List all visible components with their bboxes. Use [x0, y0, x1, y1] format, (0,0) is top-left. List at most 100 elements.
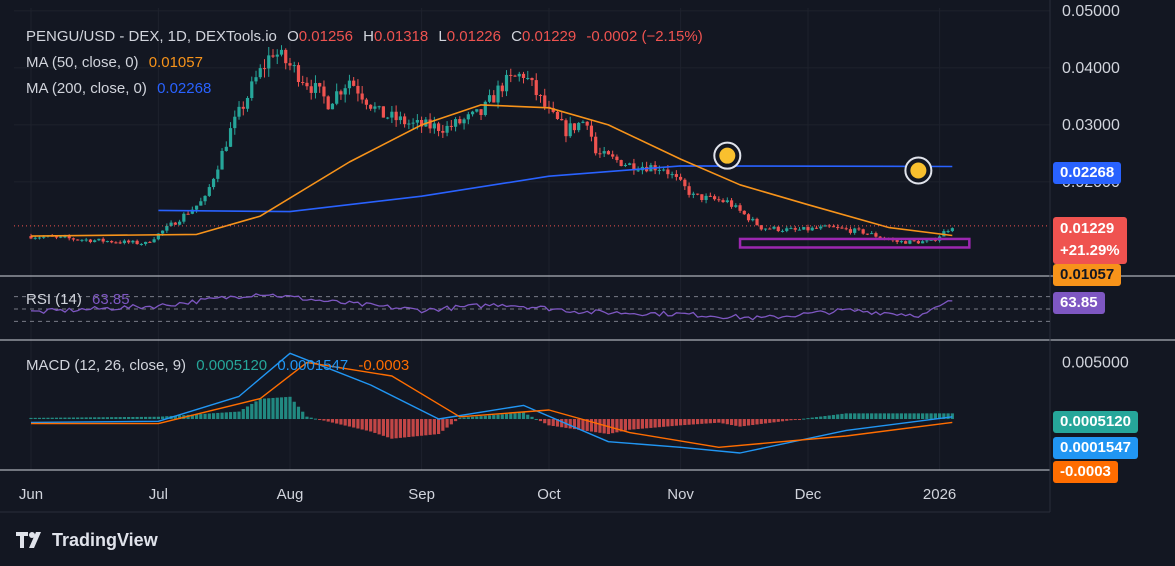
macd-histogram-bar: [640, 419, 644, 429]
macd-histogram-bar: [258, 398, 262, 420]
rsi-legend: RSI (14) 63.85: [26, 291, 136, 308]
candle-body: [487, 95, 492, 102]
macd-histogram-bar: [279, 397, 284, 420]
candle-body: [54, 236, 59, 238]
macd-histogram-bar: [916, 413, 920, 420]
macd-histogram-bar: [352, 419, 356, 428]
candle-body: [848, 229, 853, 233]
candle-body: [29, 236, 33, 239]
macd-histogram-bar: [42, 417, 46, 420]
macd-histogram-bar: [93, 417, 97, 420]
candle-body: [360, 93, 364, 100]
macd-histogram-bar: [110, 417, 114, 420]
macd-histogram-bar: [394, 419, 398, 439]
macd-histogram-bar: [882, 413, 887, 420]
macd-histogram-bar: [496, 414, 500, 420]
macd-histogram-bar: [453, 419, 458, 422]
candle-body: [725, 200, 729, 203]
candle-body: [271, 55, 275, 57]
candle-body: [806, 227, 810, 231]
candle-body: [224, 146, 228, 151]
macd-histogram-bar: [415, 419, 419, 437]
macd-histogram-bar: [470, 416, 475, 420]
candle-body: [373, 106, 377, 109]
candle-body: [831, 226, 836, 228]
candle-body: [819, 226, 823, 229]
candle-body: [228, 128, 233, 147]
candle-body: [623, 164, 628, 167]
ma200-price-badge: 0.02268: [1053, 162, 1122, 184]
candle-body: [513, 75, 517, 77]
candle-body: [908, 240, 912, 244]
macd-histogram-bar: [555, 419, 560, 427]
candle-body: [543, 95, 547, 107]
macd-histogram-bar: [466, 417, 470, 420]
candle-body: [925, 240, 929, 242]
macd-histogram-bar: [436, 419, 441, 435]
macd-histogram-bar: [458, 417, 462, 420]
macd-histogram-bar: [759, 419, 763, 424]
time-tick-label: 2026: [923, 486, 956, 503]
macd-histogram-bar: [271, 397, 275, 420]
candle-body: [173, 222, 177, 225]
macd-histogram-bar: [288, 396, 292, 420]
macd-histogram-bar: [445, 419, 449, 428]
tradingview-logo-icon: [16, 532, 41, 548]
rsi-value: 63.85: [92, 291, 130, 308]
macd-histogram-bar: [369, 419, 373, 432]
macd-histogram-bar: [534, 418, 538, 420]
macd-histogram-bar: [67, 417, 71, 420]
close-value: 0.01229: [522, 28, 577, 45]
candle-body: [466, 114, 470, 120]
macd-histogram-bar: [152, 416, 156, 420]
candle-body: [250, 81, 254, 99]
ma50-legend: MA (50, close, 0) 0.01057: [26, 54, 209, 71]
ma200-label: MA (200, close, 0): [26, 80, 147, 97]
candle-body: [662, 169, 666, 171]
candle-body: [564, 120, 568, 137]
macd-histogram-bar: [84, 417, 88, 420]
candle-body: [462, 119, 466, 124]
candle-body: [521, 73, 526, 79]
candle-body: [386, 117, 390, 119]
candle-body: [407, 123, 411, 125]
candle-body: [742, 210, 746, 215]
candle-body: [479, 109, 483, 115]
macd-histogram-bar: [598, 419, 602, 433]
candle-body: [679, 176, 683, 180]
candle-body: [335, 91, 339, 104]
time-tick-label: Dec: [795, 486, 822, 503]
macd-histogram-bar: [101, 417, 105, 420]
macd-histogram-bar: [857, 413, 861, 420]
candle-body: [445, 125, 449, 133]
candle-body: [449, 125, 453, 127]
candle-body: [916, 241, 920, 244]
macd-histogram-bar: [318, 419, 322, 421]
last-price-badge: 0.01229 +21.29%: [1053, 217, 1127, 264]
candle-body: [237, 106, 241, 117]
macd-histogram-bar: [938, 413, 942, 420]
candle-body: [394, 111, 398, 121]
macd-histogram-bar: [71, 417, 76, 420]
candle-body: [381, 106, 385, 118]
candle-body: [615, 156, 619, 161]
macd-histogram-bar: [560, 419, 564, 428]
candle-body: [122, 240, 126, 244]
macd-histogram-bar: [475, 416, 479, 420]
candle-body: [42, 236, 46, 238]
candle-body: [135, 240, 139, 245]
open-value: 0.01256: [298, 28, 353, 45]
high-value: 0.01318: [374, 28, 429, 45]
candle-body: [793, 228, 797, 230]
macd-histogram-bar: [313, 418, 318, 420]
candle-body: [475, 109, 479, 112]
candle-body: [343, 88, 347, 95]
tradingview-logo[interactable]: TradingView: [16, 528, 158, 552]
macd-histogram-bar: [284, 397, 288, 420]
macd-histogram-bar: [500, 414, 504, 420]
candle-body: [284, 49, 288, 64]
symbol-name: PENGU/USD - DEX, 1D, DEXTools.io: [26, 28, 277, 45]
macd-histogram-bar: [814, 417, 819, 420]
macd-histogram-bar: [462, 417, 466, 420]
macd-histogram-bar: [755, 419, 759, 425]
